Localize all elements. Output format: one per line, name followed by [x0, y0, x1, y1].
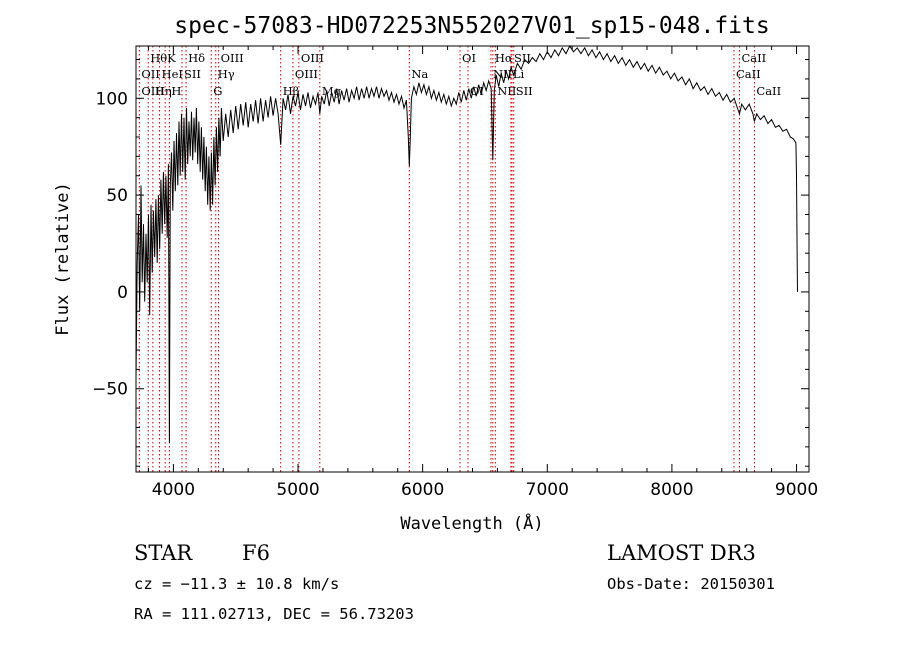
spectral-line-label: Hβ — [283, 84, 300, 98]
spectral-line-label: H — [171, 84, 181, 98]
x-tick-label: 7000 — [526, 480, 569, 500]
spectral-line-label: Mg — [322, 84, 342, 98]
x-tick-label: 6000 — [401, 480, 444, 500]
spectral-line-label: NII — [497, 84, 516, 98]
spectral-line-markers — [138, 46, 755, 472]
spectral-line-label: HeI — [162, 67, 183, 81]
spectral-line-label: Na — [411, 67, 428, 81]
y-tick-label: 50 — [106, 186, 128, 206]
y-tick-label: 100 — [96, 89, 128, 109]
spectral-line-label: OIII — [295, 67, 318, 81]
object-class: STAR — [134, 541, 193, 565]
plot-frame — [135, 45, 810, 473]
y-tick-label: −50 — [92, 380, 128, 400]
redshift-info: cz = −11.3 ± 10.8 km/s — [134, 575, 339, 593]
observation-date: Obs-Date: 20150301 — [607, 575, 775, 593]
spectral-line-label: G — [213, 84, 222, 98]
survey-name: LAMOST DR3 — [607, 541, 756, 565]
spectral-line-label: OI — [462, 51, 476, 65]
x-axis-label: Wavelength (Å) — [400, 512, 543, 534]
spectral-line-label: OIII — [141, 84, 164, 98]
spectral-line-label: Hδ — [188, 51, 205, 65]
x-tick-label: 8000 — [650, 480, 693, 500]
y-tick-label: 0 — [117, 283, 128, 303]
object-subclass: F6 — [242, 541, 270, 565]
spectral-line-label: OIII — [301, 51, 324, 65]
spectral-line-label: Hθ — [150, 51, 167, 65]
axis-ticks: 4000 5000 6000 7000 8000 9000 −50 0 50 100 — [92, 46, 818, 500]
spectral-line-label: SII — [516, 84, 533, 98]
spectral-line-label: Hη — [155, 84, 172, 98]
chart-title: spec-57083-HD072253N552027V01_sp15-048.f… — [174, 13, 769, 39]
spectral-line-label: NII — [493, 67, 512, 81]
spectrum-line — [135, 44, 798, 444]
x-tick-label: 4000 — [152, 480, 195, 500]
spectral-line-label: K — [167, 51, 176, 65]
x-tick-label: 5000 — [276, 480, 319, 500]
spectral-line-label: CaII — [756, 84, 781, 98]
spectral-line-label: OII — [141, 67, 160, 81]
y-axis-label: Flux (relative) — [53, 182, 73, 336]
spectral-line-label: Li — [513, 67, 525, 81]
spectral-line-label: OIII — [221, 51, 244, 65]
spectral-line-label: Hγ — [218, 67, 235, 81]
spectral-line-label: Hα — [495, 51, 513, 65]
x-tick-label: 9000 — [775, 480, 818, 500]
spectral-line-label: SII — [184, 67, 201, 81]
spectral-line-label: CaII — [741, 51, 766, 65]
coordinates: RA = 111.02713, DEC = 56.73203 — [134, 605, 414, 623]
spectral-line-label: CaII — [736, 67, 761, 81]
